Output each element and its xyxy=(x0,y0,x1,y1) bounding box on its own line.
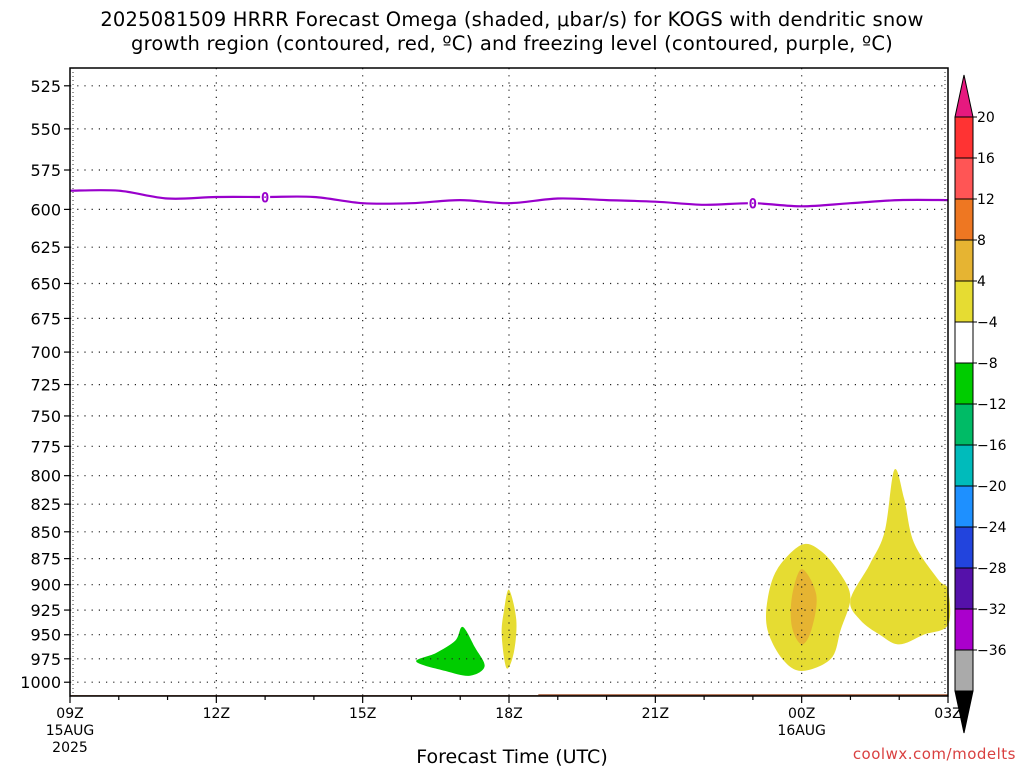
colorbar-label-1: 20 xyxy=(977,110,995,126)
colorbar-segment-4 xyxy=(954,239,974,282)
y-tick-label-525: 525 xyxy=(30,77,61,96)
chart-title: 2025081509 HRRR Forecast Omega (shaded, … xyxy=(0,8,1024,56)
x-axis-title: Forecast Time (UTC) xyxy=(416,746,608,768)
y-tick-label-875: 875 xyxy=(30,550,61,569)
colorbar-segment-12 xyxy=(954,567,974,610)
colorbar-label-9: −16 xyxy=(977,438,1007,454)
colorbar-label-13: −32 xyxy=(977,602,1007,618)
colorbar-label-5: 4 xyxy=(977,274,986,290)
colorbar-label-8: −12 xyxy=(977,397,1007,413)
colorbar-segment-5 xyxy=(954,280,974,323)
x-tick-label-21Z: 21Z xyxy=(642,706,669,722)
colorbar-segment-9 xyxy=(954,444,974,487)
omega-region-4 xyxy=(790,569,817,645)
chart-title-line-2: growth region (contoured, red, ºC) and f… xyxy=(131,32,893,55)
omega-region-5 xyxy=(850,469,951,645)
colorbar-segment-2 xyxy=(954,157,974,200)
omega-region-2 xyxy=(501,589,517,669)
y-tick-label-675: 675 xyxy=(30,309,61,328)
x-tick-label-12Z: 12Z xyxy=(203,706,230,722)
colorbar-segment-1 xyxy=(954,116,974,159)
colorbar-label-7: −8 xyxy=(977,356,998,372)
omega-region-1 xyxy=(416,626,485,676)
colorbar-segment-13 xyxy=(954,608,974,651)
x-tick-label-15Z: 15Z xyxy=(349,706,376,722)
chart-title-line-1: 2025081509 HRRR Forecast Omega (shaded, … xyxy=(100,8,924,31)
y-tick-label-800: 800 xyxy=(30,467,61,486)
y-tick-label-975: 975 xyxy=(30,650,61,669)
freezing-level-label-bg-2 xyxy=(747,195,758,212)
colorbar-segment-3 xyxy=(954,198,974,241)
colorbar-segment-11 xyxy=(954,526,974,569)
colorbar-label-14: −36 xyxy=(977,643,1007,659)
y-tick-label-600: 600 xyxy=(30,200,61,219)
colorbar-segment-7 xyxy=(954,362,974,405)
x-tick-date-00Z: 16AUG xyxy=(777,723,826,739)
colorbar-top-arrow xyxy=(954,74,974,118)
x-tick-label-03Z: 03Z xyxy=(934,706,961,722)
credit-link[interactable]: coolwx.com/modelts xyxy=(852,745,1016,763)
y-tick-label-950: 950 xyxy=(30,626,61,645)
y-tick-label-825: 825 xyxy=(30,495,61,514)
freezing-level-label-bg-1 xyxy=(260,188,271,205)
x-tick-year-09Z: 2025 xyxy=(52,740,88,756)
colorbar-label-4: 8 xyxy=(977,233,986,249)
colorbar-label-11: −24 xyxy=(977,520,1007,536)
y-tick-label-925: 925 xyxy=(30,601,61,620)
omega-shading-layer xyxy=(416,469,951,676)
colorbar-label-10: −20 xyxy=(977,479,1007,495)
y-tick-label-575: 575 xyxy=(30,161,61,180)
x-tick-label-09Z: 09Z xyxy=(56,706,83,722)
colorbar-segment-10 xyxy=(954,485,974,528)
colorbar-bottom-arrow xyxy=(954,690,974,734)
colorbar-label-3: 12 xyxy=(977,192,995,208)
y-axis: 525 550 575 600 625 650 675 700 725 750 775 800 825 8… xyxy=(20,77,70,692)
y-tick-label-700: 700 xyxy=(30,343,61,362)
colorbar-segment-8 xyxy=(954,403,974,446)
y-tick-label-550: 550 xyxy=(30,120,61,139)
colorbar-label-12: −28 xyxy=(977,561,1007,577)
x-tick-label-00Z: 00Z xyxy=(788,706,815,722)
colorbar-label-6: −4 xyxy=(977,315,998,331)
y-tick-label-725: 725 xyxy=(30,376,61,395)
y-tick-label-900: 900 xyxy=(30,576,61,595)
colorbar-segment-6 xyxy=(954,321,974,364)
x-tick-label-18Z: 18Z xyxy=(495,706,522,722)
y-tick-label-625: 625 xyxy=(30,238,61,257)
y-tick-label-775: 775 xyxy=(30,437,61,456)
y-tick-label-850: 850 xyxy=(30,523,61,542)
x-tick-date-09Z: 15AUG xyxy=(46,723,95,739)
y-tick-label-650: 650 xyxy=(30,274,61,293)
freezing-level-line xyxy=(69,189,949,208)
colorbar-segment-14 xyxy=(954,649,974,692)
y-tick-label-750: 750 xyxy=(30,407,61,426)
y-tick-label-1000: 1000 xyxy=(20,673,61,692)
freezing-level-label-1: 0 xyxy=(261,190,269,206)
colorbar: 20 16 12 8 4 −4 −8 −12 −16 −20 −24 −28 −32 −36 xyxy=(954,74,1007,734)
colorbar-label-2: 16 xyxy=(977,151,995,167)
freezing-level-label-2: 0 xyxy=(749,197,757,213)
